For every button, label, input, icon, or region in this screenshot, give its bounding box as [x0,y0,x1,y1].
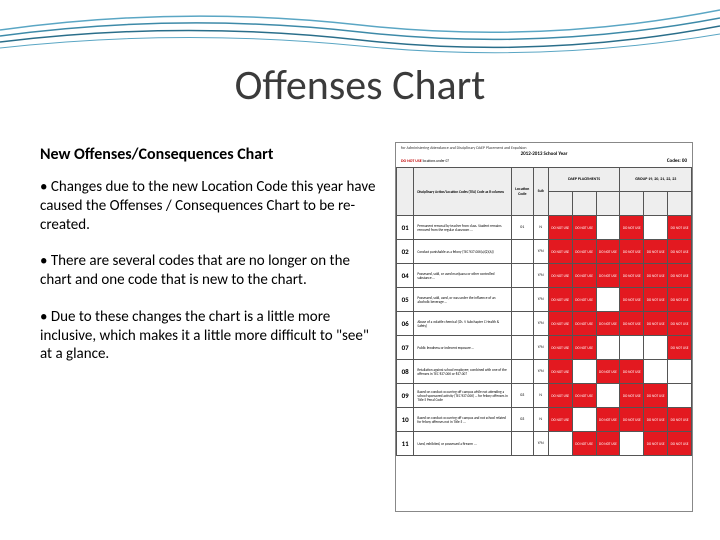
table-row: 06Abuse of a volatile chemical (Ch. V Su… [397,312,692,336]
table-row: 11Used, exhibited, or possessed a firear… [397,432,692,456]
table-row: 04Possessed, sold, or used marijuana or … [397,264,692,288]
table-row: 01Permanent removal by teacher from clas… [397,216,692,240]
chart-header-year: 2012-2013 School Year [401,151,687,157]
table-row: 09Based on conduct occurring off campus … [397,384,692,408]
table-row: 07Public lewdness or indecent exposure .… [397,336,692,360]
col-code [397,168,414,216]
chart-header-warning: DO NOT USE [401,159,422,164]
slide-title: Offenses Chart [0,60,720,111]
bullet-2: • There are several codes that are no lo… [40,252,380,290]
col-sub: Sub [533,168,548,216]
table-row: 10Based on conduct occurring off campus … [397,408,692,432]
table-row: 05Possessed, sold, used, or was under th… [397,288,692,312]
table-row: 08Retaliation against school employee; c… [397,360,692,384]
col-loc: Location Code [511,168,533,216]
table-row: 02Conduct punishable as a felony (TEC §3… [397,240,692,264]
chart-header-codes: Codes: 00 [667,158,687,164]
bullet-1: • Changes due to the new Location Code t… [40,178,380,234]
offenses-table: Disciplinary Action/Location Codes (TEA)… [396,167,692,456]
offenses-chart-thumbnail: for Administering Attendance and Discipl… [395,142,693,512]
chart-header: for Administering Attendance and Discipl… [396,143,692,167]
col-group-1: DAEP PLACEMENTS [548,168,620,192]
subtitle: New Offenses/Consequences Chart [40,145,380,164]
text-content: New Offenses/Consequences Chart • Change… [40,145,380,382]
bullet-3: • Due to these changes the chart is a li… [40,308,380,364]
col-group-2: GROUP 19, 20, 21, 22, 23 [620,168,692,192]
col-desc: Disciplinary Action/Location Codes (TEA)… [414,168,512,216]
